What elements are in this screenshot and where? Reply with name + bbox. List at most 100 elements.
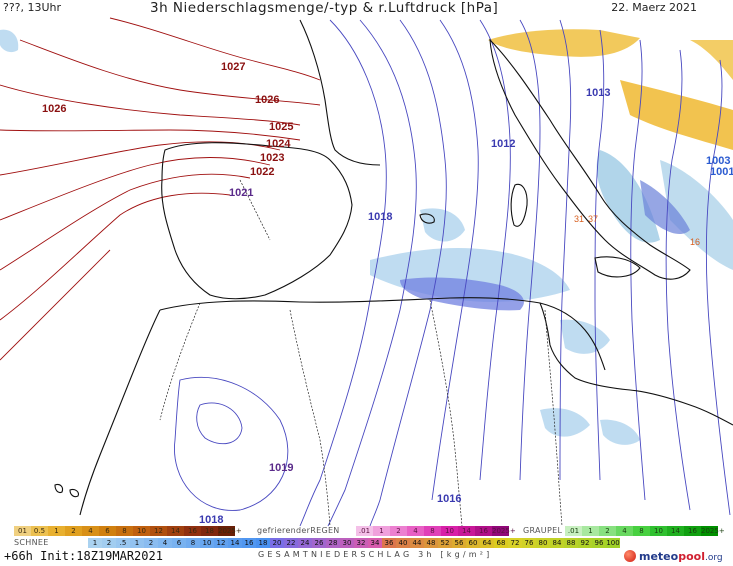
legend-graupel-cell: 8 bbox=[633, 526, 650, 536]
legend-freezing-cell: 2025+ bbox=[492, 526, 516, 536]
legend-freezing-cell: 16 bbox=[475, 526, 492, 536]
legend-freezing-label: gefrierenderREGEN bbox=[257, 526, 340, 535]
brand-text-a: meteo bbox=[639, 549, 679, 563]
precip-markers: 31 37 16 bbox=[574, 214, 700, 247]
legend-snow-top-cell: 6 bbox=[99, 526, 116, 536]
isobar-labels-low: 1021 1019 1018 1018 1016 1013 1012 1003 … bbox=[199, 87, 733, 526]
legend-graupel-cell: 4 bbox=[616, 526, 633, 536]
legend-rain-cell: 80 bbox=[536, 538, 550, 548]
legend-freezing-cell: .01 bbox=[356, 526, 373, 536]
precip-marker-2: 37 bbox=[588, 214, 598, 224]
brand-ball-icon bbox=[624, 550, 636, 562]
legend-rain-cell: 92 bbox=[578, 538, 592, 548]
legend-rain-cell: 48 bbox=[424, 538, 438, 548]
legend-rain-cell: 36 bbox=[382, 538, 396, 548]
legend-rain-cell: 64 bbox=[480, 538, 494, 548]
legend-snow-label: SCHNEE bbox=[14, 538, 49, 547]
legend-freezing-cell: 8 bbox=[424, 526, 441, 536]
legend-snow-top-cell: 01 bbox=[14, 526, 31, 536]
map-background bbox=[0, 14, 733, 526]
legend-graupel-cell: 14 bbox=[667, 526, 684, 536]
legend-rain-cell: 1 bbox=[130, 538, 144, 548]
isobar-label-low-4: 1018 bbox=[199, 514, 223, 526]
legend-rain-cell: 28 bbox=[326, 538, 340, 548]
legend-rain-cell: 8 bbox=[186, 538, 200, 548]
legend-snow-top-cell: 0.5 bbox=[31, 526, 48, 536]
precip-rain-area-tunisia bbox=[560, 319, 610, 354]
precip-rain-area-italy bbox=[596, 150, 660, 243]
legend-rain-cell: 32 bbox=[354, 538, 368, 548]
legend-rain-cell: 16 bbox=[242, 538, 256, 548]
isobars-high bbox=[0, 17, 321, 361]
legend-rain-cell: 44 bbox=[410, 538, 424, 548]
legend-rain-cell: 10 bbox=[200, 538, 214, 548]
legend-freezing-cell: 2 bbox=[390, 526, 407, 536]
isobar-label-low-1: 1021 bbox=[229, 187, 253, 199]
precip-rain-area-southeast bbox=[600, 419, 640, 445]
legend-rain-cell: 40 bbox=[396, 538, 410, 548]
precipitation-areas bbox=[0, 29, 733, 445]
isobar-label-high-4: 1025 bbox=[269, 121, 293, 133]
isobar-label-low-8: 1003 bbox=[706, 155, 730, 167]
isobar-label-low-5: 1016 bbox=[437, 493, 461, 505]
legend-rain-cell: 22 bbox=[284, 538, 298, 548]
legend-graupel-cell: 16 bbox=[684, 526, 701, 536]
legend-rain-cell: 18 bbox=[256, 538, 270, 548]
isobar-label-low-6: 1013 bbox=[586, 87, 610, 99]
legend-rain-cell: 24 bbox=[298, 538, 312, 548]
isobar-label-low-9: 1001 bbox=[710, 166, 733, 178]
precip-snow-area-north bbox=[488, 29, 640, 57]
legend-rain-cell: 12 bbox=[214, 538, 228, 548]
precip-rain-area-baleares bbox=[420, 208, 465, 242]
coastlines bbox=[54, 19, 733, 516]
legend-snow-top-cell: 10 bbox=[133, 526, 150, 536]
legend-rain-cell: 60 bbox=[466, 538, 480, 548]
legend-rain-cell: 20 bbox=[270, 538, 284, 548]
legend-rain-cell: 2 bbox=[102, 538, 116, 548]
legend-rain-cell: 4 bbox=[158, 538, 172, 548]
legend-snow-top-cell: 1 bbox=[48, 526, 65, 536]
brand-text-b: pool bbox=[678, 549, 705, 563]
legend-rain-cell: 56 bbox=[452, 538, 466, 548]
legend-rain-cell: 68 bbox=[494, 538, 508, 548]
legend-rain-cell: 1 bbox=[88, 538, 102, 548]
legend-rain-cell: 76 bbox=[522, 538, 536, 548]
legend-graupel-label: GRAUPEL bbox=[523, 526, 563, 535]
isobar-label-high-3: 1026 bbox=[255, 94, 279, 106]
legend-snow-top-cell: 8 bbox=[116, 526, 133, 536]
footer-run-info: +66h Init:18Z19MAR2021 bbox=[4, 549, 163, 563]
precip-rain-area-atlantic bbox=[0, 29, 19, 53]
brand-logo[interactable]: meteo pool .org bbox=[624, 548, 723, 564]
legend-snow-top-scale: 01 0.5 1 2 4 6 8 10 12 14 16 18 2025+ bbox=[14, 526, 242, 536]
precip-heavy-band bbox=[400, 277, 524, 311]
isobar-label-high-6: 1023 bbox=[260, 152, 284, 164]
legend-rain-cell: 52 bbox=[438, 538, 452, 548]
legend-snow-top-cell: 4 bbox=[82, 526, 99, 536]
isobar-label-high-1: 1027 bbox=[221, 61, 245, 73]
legend-rain-cell: 34 bbox=[368, 538, 382, 548]
precip-rain-area-adriatic bbox=[660, 160, 733, 270]
legend-rain-cell: 100 bbox=[606, 538, 620, 548]
legend-freezing-cell: 4 bbox=[407, 526, 424, 536]
legend-rain-cell: 88 bbox=[564, 538, 578, 548]
legend-rain-cell: 2 bbox=[144, 538, 158, 548]
legend-rain-cell: 14 bbox=[228, 538, 242, 548]
legend-rain-cell: .5 bbox=[116, 538, 130, 548]
footer-unit-label: GESAMTNIEDERSCHLAG 3h [kg/m²] bbox=[258, 550, 493, 559]
brand-text-c: .org bbox=[704, 552, 723, 563]
header-date: 22. Maerz 2021 bbox=[611, 1, 697, 14]
legend-snow-top-cell: 14 bbox=[167, 526, 184, 536]
legend-rain-cell: 84 bbox=[550, 538, 564, 548]
legend-freezing-cell: 10 bbox=[441, 526, 458, 536]
precip-snow-area-east bbox=[620, 80, 733, 150]
legend-snow-top-cell: 18 bbox=[201, 526, 218, 536]
legend-snow-top-cell: 16 bbox=[184, 526, 201, 536]
precip-heavy-area bbox=[640, 180, 690, 235]
legend-snow-top-cell: 2 bbox=[65, 526, 82, 536]
legend-graupel-scale: .01 1 2 4 8 10 14 16 2025+ bbox=[565, 526, 725, 536]
legend-rain-cell: 96 bbox=[592, 538, 606, 548]
precip-marker-3: 16 bbox=[690, 237, 700, 247]
isobar-label-low-7: 1012 bbox=[491, 138, 515, 150]
